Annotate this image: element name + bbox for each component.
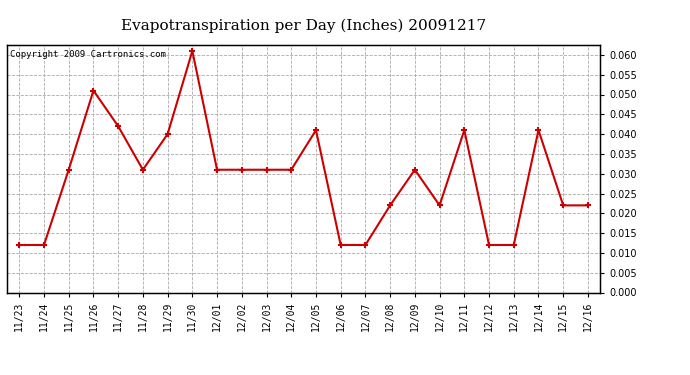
Text: Copyright 2009 Cartronics.com: Copyright 2009 Cartronics.com [10,50,166,59]
Text: Evapotranspiration per Day (Inches) 20091217: Evapotranspiration per Day (Inches) 2009… [121,19,486,33]
